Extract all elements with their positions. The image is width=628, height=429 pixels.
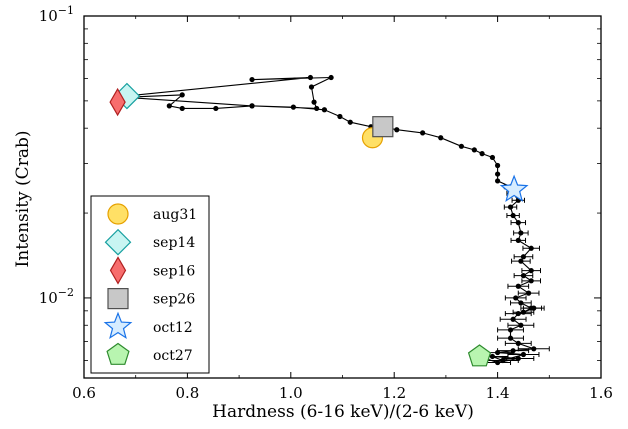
y-tick-label: 10−1 <box>39 4 74 25</box>
legend-marker-aug31 <box>107 203 129 225</box>
axes-layer: 0.6 0.8 1.0 1.2 1.4 1.6 10−1 10−2 <box>39 4 613 402</box>
data-point <box>518 322 524 328</box>
data-point <box>507 204 514 210</box>
data-point <box>471 147 477 153</box>
data-point <box>249 76 255 83</box>
legend-marker-sep16 <box>109 256 127 285</box>
data-point <box>394 127 400 133</box>
data-point <box>495 162 501 169</box>
data-point <box>510 316 516 322</box>
data-point <box>528 278 534 284</box>
data-point <box>347 119 353 125</box>
data-point <box>515 340 521 346</box>
data-point <box>507 335 514 341</box>
data-point <box>528 245 534 251</box>
data-point <box>166 103 172 109</box>
data-point <box>489 353 496 360</box>
data-point <box>515 220 521 226</box>
data-point <box>420 130 426 136</box>
x-tick-label: 1.6 <box>589 384 613 402</box>
data-point <box>495 359 501 366</box>
legend-marker-sep14 <box>104 228 132 256</box>
legend-marker-sep26 <box>107 288 129 310</box>
legend-entry-sep14: sep14 <box>104 228 195 256</box>
legend-marker-oct27 <box>106 342 130 365</box>
legend-label: oct27 <box>153 348 193 364</box>
data-point <box>510 212 516 219</box>
marker-sep26 <box>372 116 394 138</box>
x-tick-label: 0.8 <box>175 384 199 402</box>
legend-box <box>90 195 210 374</box>
legend-label: aug31 <box>153 207 197 223</box>
y-axis-label: Intensity (Crab) <box>13 131 33 268</box>
legend-label: sep14 <box>153 235 195 251</box>
data-point <box>179 105 185 112</box>
data-point <box>495 178 501 184</box>
data-point <box>520 254 527 260</box>
marker-oct27 <box>467 344 492 367</box>
legend-entry-oct27: oct27 <box>106 342 193 365</box>
data-layer <box>109 74 550 367</box>
data-point <box>507 327 514 333</box>
data-point <box>515 310 521 317</box>
marker-sep16 <box>109 87 126 117</box>
data-point <box>515 237 521 243</box>
data-point <box>518 300 524 306</box>
data-point <box>515 283 521 289</box>
data-point <box>308 84 315 90</box>
x-tick-label: 0.6 <box>72 384 96 402</box>
data-point <box>495 171 501 177</box>
x-tick-label: 1.0 <box>279 384 303 402</box>
x-tick-label: 1.4 <box>486 384 510 402</box>
legend-entry-aug31: aug31 <box>107 203 197 225</box>
data-point <box>213 105 219 112</box>
data-point <box>438 135 444 141</box>
legend-label: sep16 <box>153 263 195 279</box>
data-point <box>531 346 537 352</box>
legend-label: sep26 <box>153 292 195 308</box>
data-point <box>513 295 519 301</box>
data-point <box>518 258 524 264</box>
data-point <box>458 143 465 149</box>
y-tick-label: 10−2 <box>39 286 74 307</box>
legend-marker-oct12 <box>103 311 133 340</box>
x-tick-label: 1.2 <box>382 384 406 402</box>
legend-entry-sep26: sep26 <box>107 288 195 310</box>
data-point <box>515 355 521 362</box>
data-point <box>328 74 334 81</box>
data-point <box>489 154 496 161</box>
legend-label: oct12 <box>153 320 193 336</box>
data-point <box>520 273 527 279</box>
data-point <box>520 351 527 358</box>
data-point <box>314 105 320 112</box>
data-point <box>526 290 532 296</box>
legend-entry-oct12: oct12 <box>103 311 193 340</box>
data-point <box>290 104 296 110</box>
data-point <box>337 113 343 120</box>
data-point <box>518 230 524 236</box>
data-point <box>179 92 185 98</box>
x-axis-label: Hardness (6-16 keV)/(2-6 keV) <box>212 402 474 422</box>
legend-entry-sep16: sep16 <box>109 256 195 285</box>
data-point <box>321 107 328 113</box>
legend: aug31 sep14 sep16 sep26 oct12 oct27 <box>90 195 210 374</box>
data-point <box>311 99 317 105</box>
data-point <box>479 151 485 157</box>
data-point <box>531 305 537 311</box>
data-point <box>249 103 255 109</box>
marker-oct12 <box>499 174 529 202</box>
data-point <box>528 268 534 274</box>
data-point <box>307 74 314 81</box>
data-point <box>495 349 501 356</box>
